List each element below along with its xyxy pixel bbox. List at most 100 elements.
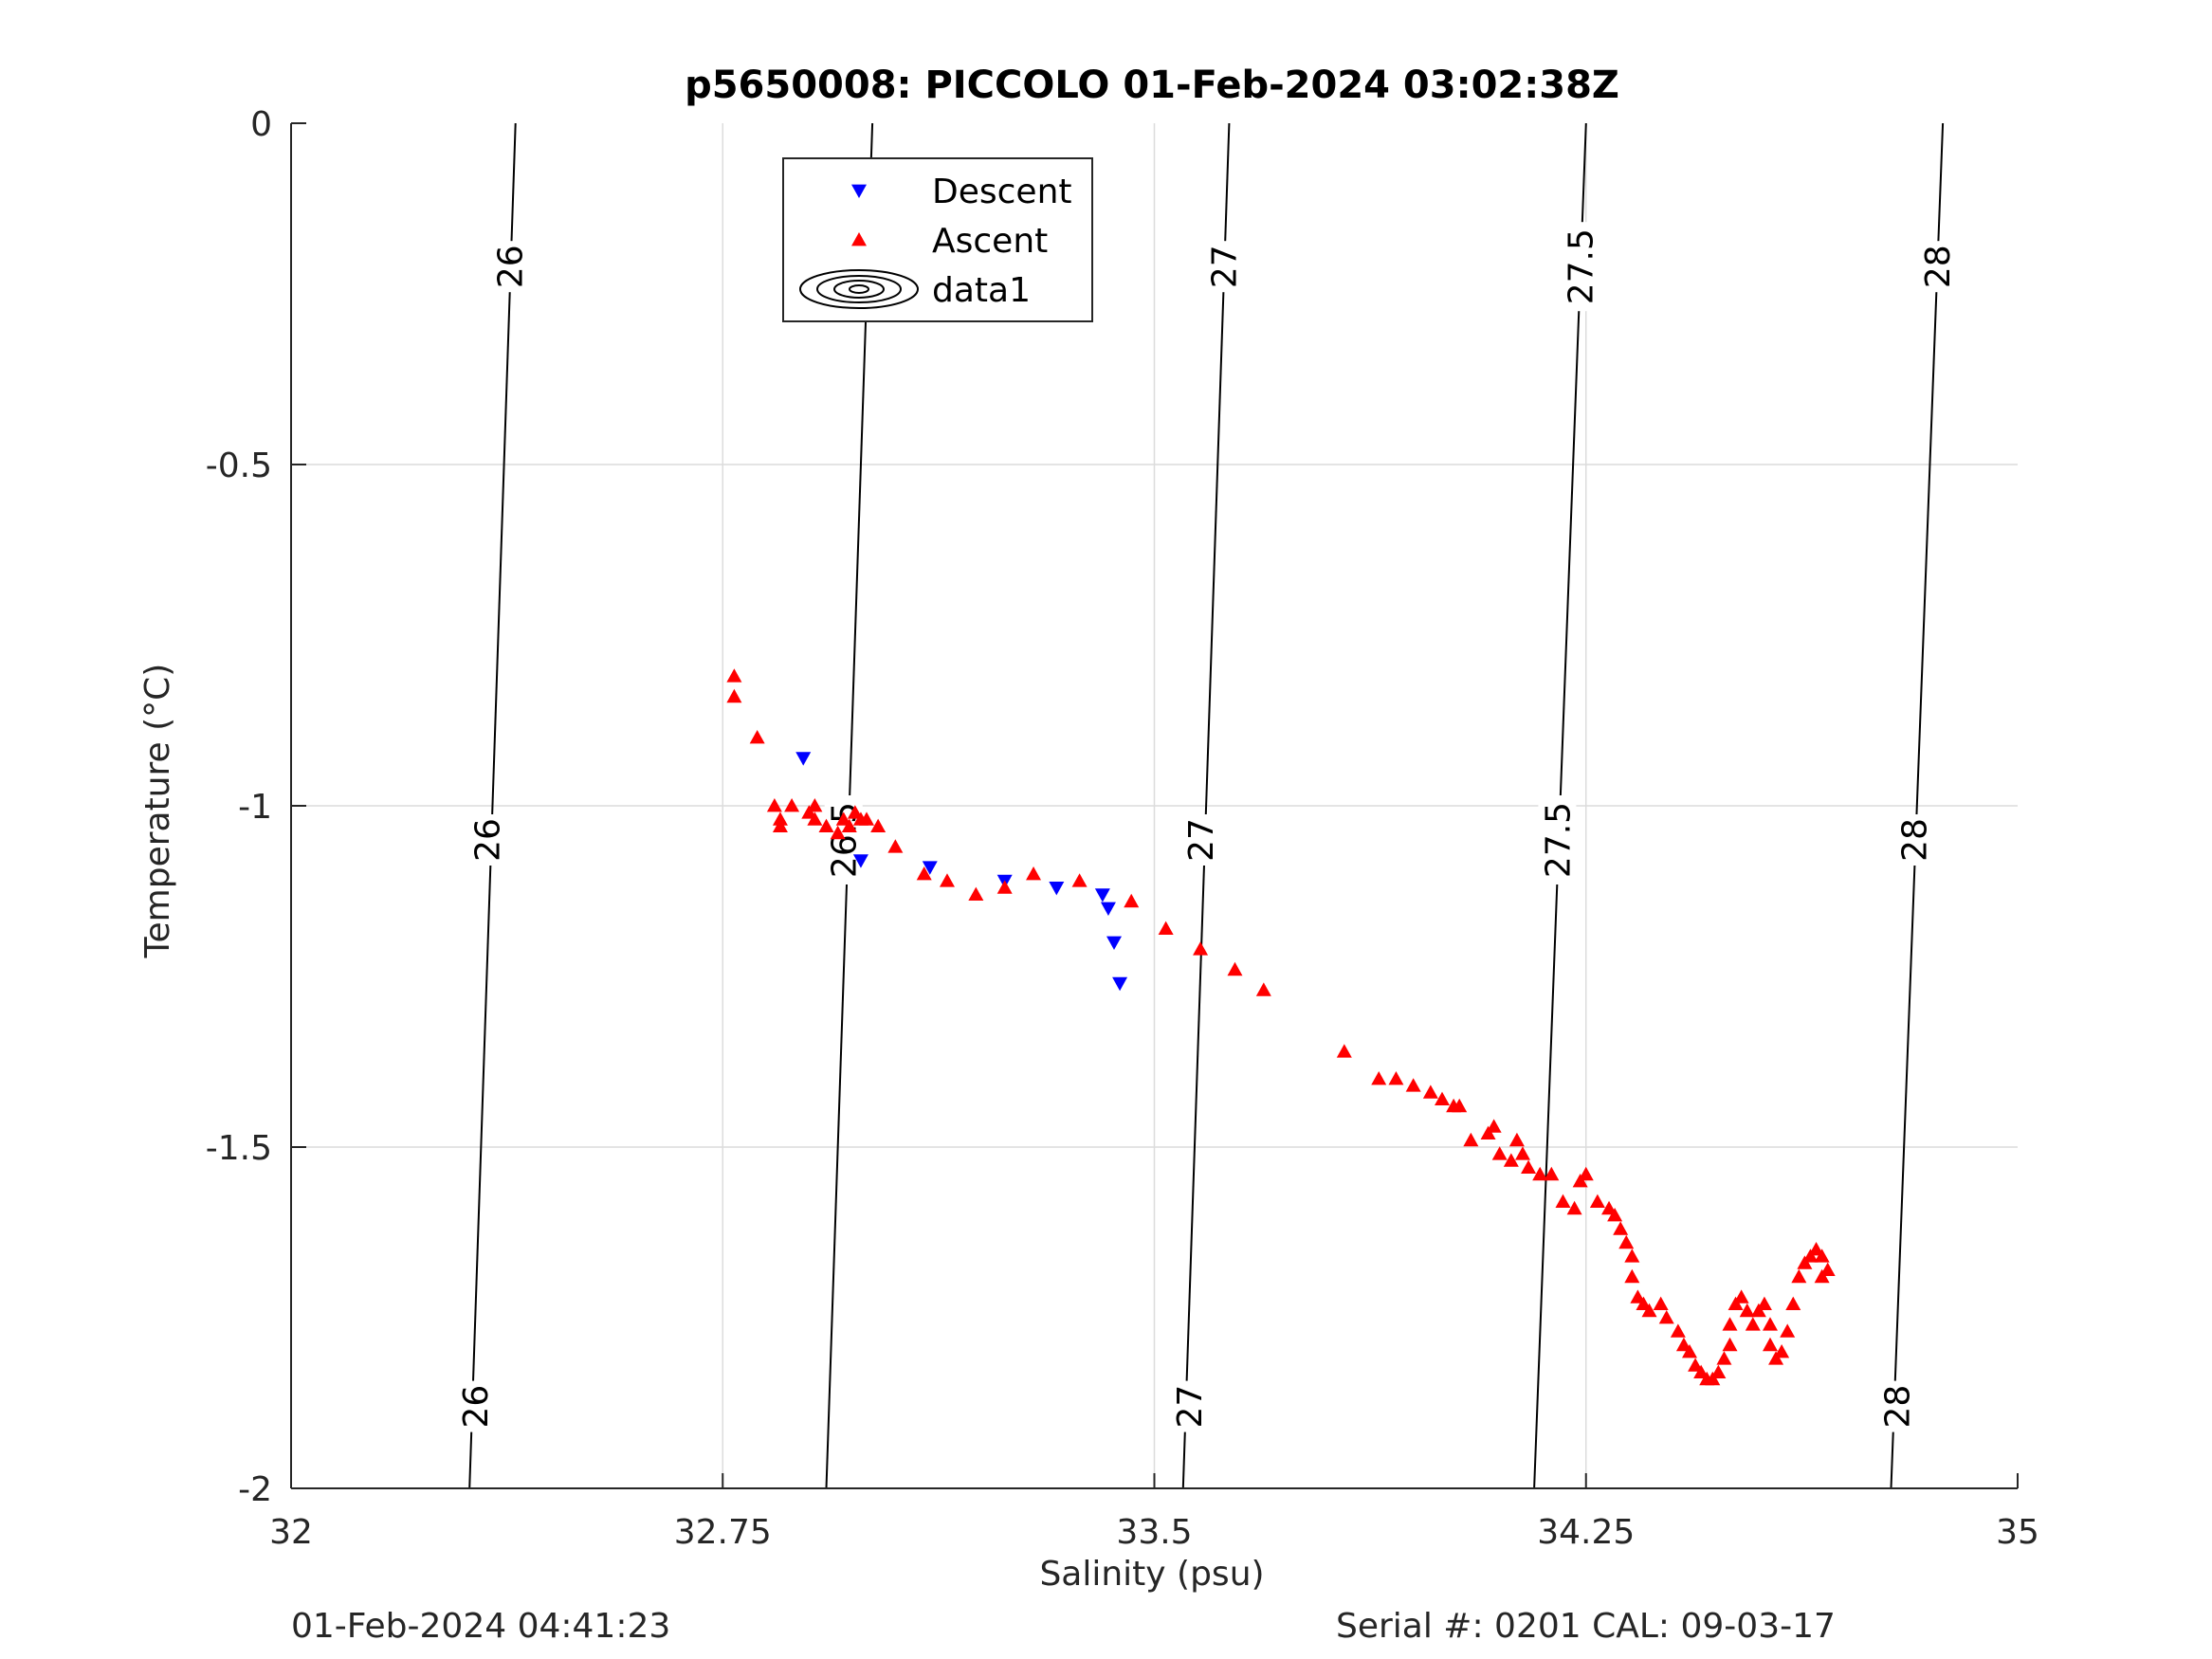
ascent-point [1124, 893, 1140, 908]
ascent-point [1607, 1208, 1623, 1222]
ascent-point [726, 668, 742, 683]
legend-contour-icon [799, 269, 919, 309]
ascent-point [1814, 1268, 1830, 1284]
ascent-point [1797, 1255, 1813, 1269]
x-tick-label: 32 [269, 1513, 313, 1552]
ascent-point [996, 880, 1013, 894]
y-tick-label: 0 [250, 105, 272, 144]
ascent-point [1601, 1200, 1618, 1215]
contour-label: 26 [468, 818, 507, 862]
ascent-point [1514, 1146, 1530, 1160]
ascent-point [1733, 1289, 1749, 1304]
ascent-point [1227, 961, 1243, 976]
contour-label-bg [1538, 795, 1577, 884]
ascent-point [835, 811, 851, 826]
descent-point [1094, 888, 1110, 902]
ascent-point [1745, 1317, 1761, 1331]
ascent-point [1508, 1132, 1525, 1147]
legend-ascent-marker [851, 232, 867, 246]
ascent-point [1716, 1351, 1732, 1365]
ascent-point [1255, 982, 1271, 996]
contour-label: 28 [1919, 245, 1958, 288]
ascent-point [1158, 921, 1174, 935]
ascent-point [968, 886, 984, 901]
ascent-point [1503, 1153, 1519, 1167]
descent-point [1112, 976, 1128, 992]
y-tick-label: -0.5 [206, 447, 272, 485]
ascent-point [1710, 1364, 1727, 1378]
ascent-point [749, 730, 765, 744]
ascent-point [1071, 873, 1088, 887]
ascent-point [1624, 1268, 1640, 1284]
descent-point [1106, 936, 1123, 950]
y-tick-label: -1.5 [206, 1129, 272, 1168]
ascent-point [870, 818, 887, 832]
ascent-point [766, 798, 782, 812]
ascent-point [807, 811, 823, 826]
contour-line [468, 122, 517, 1489]
descent-point [795, 752, 812, 766]
ascent-point [1521, 1159, 1537, 1174]
legend-descent-marker [851, 184, 867, 198]
legend-box [782, 157, 1093, 322]
descent-point [1100, 902, 1116, 916]
ascent-point [1026, 866, 1042, 881]
ascent-point [1578, 1166, 1594, 1181]
contour-label-bg [1181, 814, 1220, 866]
legend-label: Ascent [932, 222, 1048, 261]
ascent-point [1630, 1289, 1646, 1304]
descent-point [922, 861, 938, 875]
contour-label: 26 [457, 1385, 496, 1429]
ascent-point [784, 798, 800, 812]
contour-label: 27.5 [1563, 228, 1601, 304]
chart-title: p5650008: PICCOLO 01-Feb-2024 03:02:38Z [685, 64, 1619, 107]
legend-label: Descent [932, 173, 1072, 211]
ascent-point [1722, 1337, 1738, 1352]
ascent-point [1636, 1296, 1652, 1310]
ascent-point [1486, 1119, 1502, 1133]
ascent-point [830, 825, 846, 840]
y-axis-label: Temperature (°C) [138, 664, 177, 959]
ascent-point [726, 688, 742, 703]
contour-label: 27 [1182, 818, 1221, 862]
ascent-point [1670, 1323, 1686, 1338]
ascent-point [1435, 1091, 1450, 1105]
ascent-point [887, 839, 904, 853]
legend-label: data1 [932, 271, 1031, 310]
ascent-point [1808, 1242, 1824, 1256]
ascent-point [1814, 1249, 1830, 1263]
ascent-point [1762, 1317, 1778, 1331]
ascent-point [1589, 1194, 1605, 1208]
contour-label-bg [456, 1380, 495, 1432]
ascent-point [1618, 1234, 1635, 1249]
contour-label-bg [1169, 1380, 1208, 1432]
contour-label: 28 [1879, 1385, 1918, 1429]
ascent-point [1653, 1296, 1669, 1310]
contour-line [1181, 122, 1231, 1489]
ascent-point [1532, 1166, 1548, 1181]
descent-point [852, 854, 868, 868]
ascent-point [1641, 1303, 1657, 1318]
ascent-point [1555, 1194, 1571, 1208]
ascent-point [1688, 1358, 1704, 1372]
ascent-point [1774, 1344, 1790, 1358]
contour-label-bg [1877, 1380, 1916, 1432]
x-tick-label: 35 [1996, 1513, 2039, 1552]
ascent-point [1491, 1146, 1508, 1160]
contour-label-bg [1204, 241, 1243, 293]
ascent-point [1544, 1166, 1560, 1181]
ascent-point [939, 873, 955, 887]
footer-timestamp: 01-Feb-2024 04:41:23 [291, 1607, 671, 1646]
x-tick-label: 32.75 [674, 1513, 772, 1552]
ascent-point [772, 811, 788, 826]
ascent-point [1193, 941, 1209, 956]
ascent-point [1722, 1317, 1738, 1331]
contour-label: 27 [1205, 245, 1244, 288]
ascent-point [1463, 1132, 1479, 1147]
footer-serial-cal: Serial #: 0201 CAL: 09-03-17 [1336, 1607, 1836, 1646]
contour-line [1890, 122, 1945, 1489]
contour-label: 28 [1896, 818, 1935, 862]
x-tick-label: 34.25 [1537, 1513, 1635, 1552]
grid-lines [291, 123, 2018, 1488]
ascent-point [1791, 1268, 1807, 1284]
